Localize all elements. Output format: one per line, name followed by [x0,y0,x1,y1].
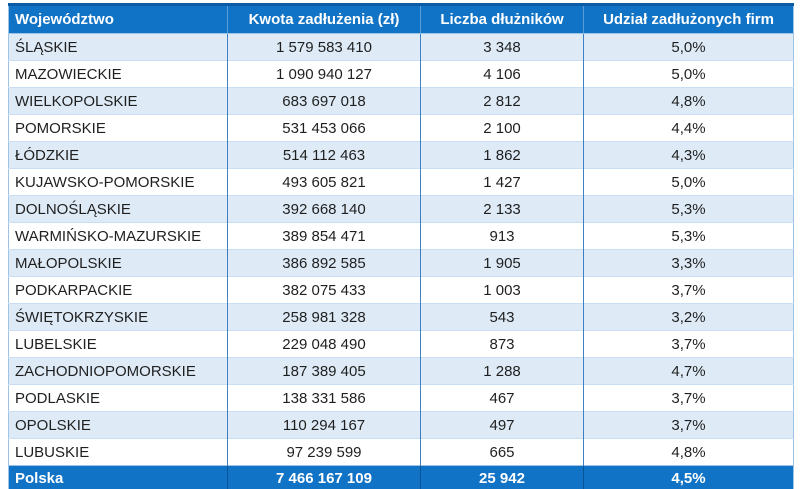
debtor-count: 2 812 [420,87,584,115]
debtor-count: 3 348 [420,33,584,61]
debtor-count: 2 100 [420,114,584,142]
debtor-count: 1 905 [420,249,584,277]
table-row: WARMIŃSKO-MAZURSKIE 389 854 471 913 5,3% [8,222,794,250]
share-percent: 5,0% [583,168,794,196]
debt-amount: 392 668 140 [227,195,421,223]
total-debtor-count: 25 942 [420,465,584,489]
region-name: PODLASKIE [8,384,228,412]
region-name: POMORSKIE [8,114,228,142]
total-debt-amount: 7 466 167 109 [227,465,421,489]
debtor-count: 1 003 [420,276,584,304]
debt-amount: 683 697 018 [227,87,421,115]
total-row: Polska 7 466 167 109 25 942 4,5% [8,465,794,489]
debt-amount: 187 389 405 [227,357,421,385]
region-name: LUBUSKIE [8,438,228,466]
table-row: WIELKOPOLSKIE 683 697 018 2 812 4,8% [8,87,794,115]
region-name: MAŁOPOLSKIE [8,249,228,277]
region-name: MAZOWIECKIE [8,60,228,88]
share-percent: 4,8% [583,438,794,466]
debtor-count: 543 [420,303,584,331]
table-body: ŚLĄSKIE 1 579 583 410 3 348 5,0% MAZOWIECKIE… [8,33,794,466]
table-row: KUJAWSKO-POMORSKIE 493 605 821 1 427 5,0% [8,168,794,196]
debtor-count: 1 427 [420,168,584,196]
table-row: PODKARPACKIE 382 075 433 1 003 3,7% [8,276,794,304]
table-row: ŚWIĘTOKRZYSKIE 258 981 328 543 3,2% [8,303,794,331]
debtor-count: 497 [420,411,584,439]
debtor-count: 665 [420,438,584,466]
share-percent: 4,3% [583,141,794,169]
debt-amount: 493 605 821 [227,168,421,196]
col-header-udzial-zadluzonych-firm: Udział zadłużonych firm [583,3,794,34]
region-name: WIELKOPOLSKIE [8,87,228,115]
share-percent: 3,7% [583,411,794,439]
region-name: PODKARPACKIE [8,276,228,304]
table-footer: Polska 7 466 167 109 25 942 4,5% [8,465,794,489]
table-row: ZACHODNIOPOMORSKIE 187 389 405 1 288 4,7% [8,357,794,385]
share-percent: 4,4% [583,114,794,142]
debt-amount: 531 453 066 [227,114,421,142]
debt-amount: 1 579 583 410 [227,33,421,61]
share-percent: 3,3% [583,249,794,277]
region-name: OPOLSKIE [8,411,228,439]
region-name: ŚLĄSKIE [8,33,228,61]
debtor-count: 4 106 [420,60,584,88]
debtor-count: 1 288 [420,357,584,385]
debt-amount: 1 090 940 127 [227,60,421,88]
region-name: KUJAWSKO-POMORSKIE [8,168,228,196]
debtor-count: 873 [420,330,584,358]
table-row: DOLNOŚLĄSKIE 392 668 140 2 133 5,3% [8,195,794,223]
col-header-liczba-dluznikow: Liczba dłużników [420,3,584,34]
table-row: MAZOWIECKIE 1 090 940 127 4 106 5,0% [8,60,794,88]
debt-amount: 229 048 490 [227,330,421,358]
table-row: OPOLSKIE 110 294 167 497 3,7% [8,411,794,439]
debt-by-voivodeship-table: Województwo Kwota zadłużenia (zł) Liczba… [8,3,794,489]
share-percent: 5,3% [583,195,794,223]
header-row: Województwo Kwota zadłużenia (zł) Liczba… [8,3,794,34]
table-row: ŚLĄSKIE 1 579 583 410 3 348 5,0% [8,33,794,61]
debtor-count: 467 [420,384,584,412]
debt-amount: 97 239 599 [227,438,421,466]
total-share-percent: 4,5% [583,465,794,489]
col-header-kwota-zadluzenia: Kwota zadłużenia (zł) [227,3,421,34]
region-name: ŁÓDZKIE [8,141,228,169]
debt-amount: 110 294 167 [227,411,421,439]
share-percent: 5,0% [583,60,794,88]
share-percent: 3,7% [583,330,794,358]
region-name: WARMIŃSKO-MAZURSKIE [8,222,228,250]
total-label: Polska [8,465,228,489]
share-percent: 4,7% [583,357,794,385]
table-row: POMORSKIE 531 453 066 2 100 4,4% [8,114,794,142]
table-row: PODLASKIE 138 331 586 467 3,7% [8,384,794,412]
debt-amount: 386 892 585 [227,249,421,277]
share-percent: 3,7% [583,384,794,412]
debt-amount: 514 112 463 [227,141,421,169]
table-row: MAŁOPOLSKIE 386 892 585 1 905 3,3% [8,249,794,277]
table-row: ŁÓDZKIE 514 112 463 1 862 4,3% [8,141,794,169]
debt-amount: 382 075 433 [227,276,421,304]
debtor-count: 2 133 [420,195,584,223]
debt-amount: 389 854 471 [227,222,421,250]
debt-amount: 258 981 328 [227,303,421,331]
share-percent: 4,8% [583,87,794,115]
share-percent: 5,0% [583,33,794,61]
region-name: ŚWIĘTOKRZYSKIE [8,303,228,331]
debtor-count: 1 862 [420,141,584,169]
region-name: DOLNOŚLĄSKIE [8,195,228,223]
table-row: LUBELSKIE 229 048 490 873 3,7% [8,330,794,358]
share-percent: 5,3% [583,222,794,250]
table-row: LUBUSKIE 97 239 599 665 4,8% [8,438,794,466]
share-percent: 3,7% [583,276,794,304]
col-header-wojewodztwo: Województwo [8,3,228,34]
debtor-count: 913 [420,222,584,250]
region-name: ZACHODNIOPOMORSKIE [8,357,228,385]
share-percent: 3,2% [583,303,794,331]
region-name: LUBELSKIE [8,330,228,358]
debt-amount: 138 331 586 [227,384,421,412]
table-header: Województwo Kwota zadłużenia (zł) Liczba… [8,3,794,34]
